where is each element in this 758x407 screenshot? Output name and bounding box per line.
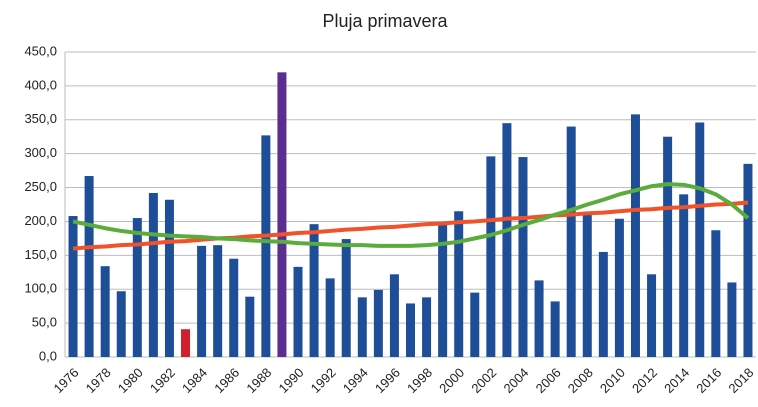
x-tick-label: 2010	[597, 365, 628, 396]
x-tick-label: 1990	[276, 365, 307, 396]
x-tick-label: 2012	[629, 365, 660, 396]
bar	[550, 301, 560, 357]
bar	[711, 230, 721, 357]
bar	[695, 122, 705, 357]
y-tick-label: 300,0	[24, 145, 57, 160]
y-tick-label: 0,0	[39, 348, 57, 363]
bar	[679, 194, 689, 357]
x-tick-label: 1988	[243, 365, 274, 396]
bar	[213, 245, 223, 357]
x-tick-label: 1982	[147, 365, 178, 396]
bar	[229, 258, 239, 357]
y-tick-label: 350,0	[24, 111, 57, 126]
bar	[647, 274, 657, 357]
bar	[598, 251, 608, 357]
bar	[566, 126, 576, 357]
bar	[614, 218, 624, 357]
y-tick-label: 450,0	[24, 43, 57, 58]
bar	[630, 114, 640, 357]
bar	[197, 245, 207, 357]
bar	[309, 224, 319, 357]
bar	[277, 72, 287, 357]
y-tick-label: 200,0	[24, 213, 57, 228]
x-tick-label: 2006	[533, 365, 564, 396]
y-tick-label: 250,0	[24, 179, 57, 194]
bar	[293, 266, 303, 357]
y-tick-label: 150,0	[24, 247, 57, 262]
x-tick-label: 2000	[436, 365, 467, 396]
x-tick-label: 2002	[468, 365, 499, 396]
bar	[470, 292, 480, 357]
bar	[389, 274, 399, 357]
bar	[341, 239, 351, 357]
y-tick-label: 50,0	[32, 315, 57, 330]
bar	[663, 136, 673, 357]
bar	[518, 157, 528, 357]
bar	[727, 282, 737, 357]
bar	[582, 213, 592, 357]
bar	[148, 192, 158, 357]
bar	[132, 218, 142, 357]
x-tick-label: 2018	[725, 365, 756, 396]
trend-line	[72, 200, 749, 251]
x-tick-label: 1994	[340, 365, 371, 396]
bar	[534, 280, 544, 357]
y-tick-label: 400,0	[24, 77, 57, 92]
bar	[743, 163, 753, 357]
x-tick-label: 2016	[693, 365, 724, 396]
bar	[68, 216, 78, 357]
bar	[373, 289, 383, 357]
bar	[261, 135, 271, 357]
bar	[245, 296, 255, 357]
x-tick-label: 2014	[661, 365, 692, 396]
x-tick-label: 1998	[404, 365, 435, 396]
bar	[422, 297, 432, 357]
x-tick-label: 1996	[372, 365, 403, 396]
bar	[357, 297, 367, 357]
bar	[100, 266, 110, 357]
chart-title: Pluja primavera	[322, 11, 448, 31]
bar	[406, 303, 415, 357]
x-tick-label: 1984	[179, 365, 210, 396]
y-tick-label: 100,0	[24, 281, 57, 296]
bar	[116, 291, 126, 357]
trend-line	[72, 182, 750, 248]
x-tick-label: 2004	[500, 365, 531, 396]
bar	[181, 329, 191, 357]
bar	[164, 199, 174, 357]
x-tick-label: 1978	[83, 365, 114, 396]
bar	[486, 156, 496, 357]
x-tick-label: 1980	[115, 365, 146, 396]
x-tick-label: 1992	[308, 365, 339, 396]
bar	[84, 176, 94, 357]
bar	[438, 222, 448, 357]
bar	[502, 123, 512, 358]
bar	[325, 278, 335, 357]
x-tick-label: 1976	[51, 365, 82, 396]
x-tick-label: 2008	[565, 365, 596, 396]
x-tick-label: 1986	[211, 365, 242, 396]
bar	[454, 211, 464, 357]
